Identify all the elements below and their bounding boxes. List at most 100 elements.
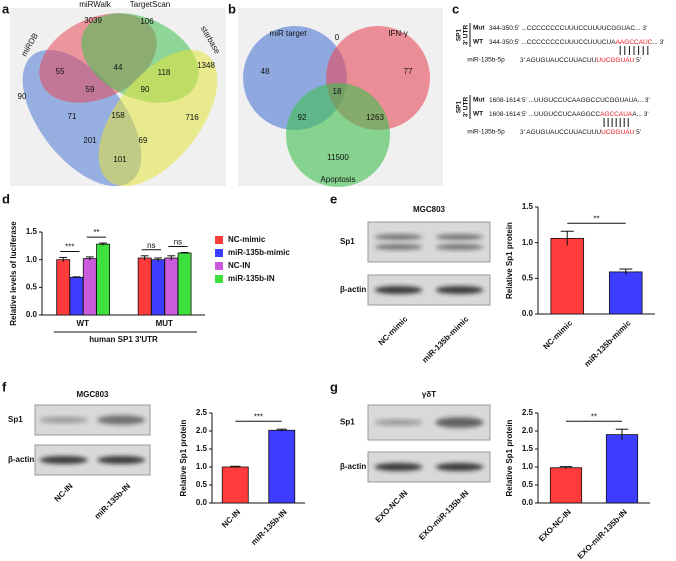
venn-count: 69 xyxy=(139,136,148,145)
seq-tag: miR-135b-5p xyxy=(467,129,505,136)
venn-count: 77 xyxy=(404,67,413,76)
seq-part: 5' xyxy=(634,57,641,64)
blot-band xyxy=(39,417,88,423)
y-axis-label: Relative Sp1 protein xyxy=(505,419,514,496)
y-tick-label: 0.5 xyxy=(196,480,208,489)
seq-part: ...UUGUCCUCAAGGCC xyxy=(529,111,601,118)
venn-set-label: IFN-γ xyxy=(388,29,408,38)
blot-title: MGC803 xyxy=(76,390,109,399)
y-tick-label: 1.0 xyxy=(26,255,38,264)
y-tick-label: 2.0 xyxy=(196,426,208,435)
bar xyxy=(608,271,643,315)
seq-position: 1608-1614:5' xyxy=(489,97,527,104)
blot-row-label: β-actin xyxy=(340,462,366,471)
seq-part: A... 3' xyxy=(632,111,648,118)
x-tick-label: NC-IN xyxy=(220,507,242,529)
blot-band xyxy=(435,286,484,294)
venn-count: 44 xyxy=(114,63,123,72)
seq-part: ...CCCCCCCCUUUCCUUUUCGGUAC... 3' xyxy=(521,25,647,32)
side-label: SP1 xyxy=(456,28,463,41)
blot-row-label: Sp1 xyxy=(340,418,355,427)
venn-count: 3039 xyxy=(84,16,102,25)
x-tick-label: EXO-NC-IN xyxy=(537,507,573,543)
seq-part: 5' xyxy=(634,129,641,136)
y-tick-label: 0.0 xyxy=(196,498,208,507)
x-tick-label: WT xyxy=(77,319,90,328)
sequence: 1608-1614:5' ...UUGUCCUCAAGGCCUCGGUAUA..… xyxy=(489,97,650,104)
blot-band xyxy=(97,415,146,425)
seq-part: AGCCAUA xyxy=(600,111,633,118)
legend-swatch xyxy=(215,275,223,283)
venn-count: 1263 xyxy=(366,113,384,122)
bar xyxy=(151,259,165,316)
lane-label: NC-mimic xyxy=(377,314,410,347)
venn-count: 48 xyxy=(261,67,270,76)
bar xyxy=(82,258,97,316)
x-tick-label: miR-135b-IN xyxy=(249,507,289,547)
side-label: SP1 xyxy=(456,100,463,113)
blot-band xyxy=(435,417,484,428)
blot-band xyxy=(374,244,423,250)
sig-label: ns xyxy=(174,238,182,247)
blot-band xyxy=(435,244,484,250)
venn-set-label: TargetScan xyxy=(130,0,170,9)
y-tick-label: 2.5 xyxy=(196,408,208,417)
seq-part: ... 3' xyxy=(652,39,664,46)
x-tick-label: MUT xyxy=(156,319,173,328)
x-tick-label: miR-135b-mimic xyxy=(583,318,633,368)
legend-label: NC-IN xyxy=(228,261,250,270)
sequence: 344-350:5' ...CCCCCCCCUUUCCUUUCUAAAGCCAU… xyxy=(489,39,665,46)
panel-label: g xyxy=(330,379,338,394)
seq-position: 344-350:5' xyxy=(489,39,520,46)
lane-label: miR-135b-IN xyxy=(93,481,133,521)
y-axis-label: Relative Sp1 protein xyxy=(179,419,188,496)
seq-part: 3' AGUGUAUCCUUACUU xyxy=(520,57,597,64)
venn-count: 101 xyxy=(113,155,127,164)
y-tick-label: 0.0 xyxy=(522,498,534,507)
sig-label: ns xyxy=(147,241,155,250)
bar xyxy=(164,257,179,316)
seq-part: ...UUGUCCUCAAGGCCUCGGUAUA... 3' xyxy=(529,97,650,104)
venn-count: 18 xyxy=(333,87,342,96)
blot-row-label: β-actin xyxy=(340,285,366,294)
blot-panel xyxy=(367,221,491,263)
side-label: 3' UTR xyxy=(463,97,470,118)
blot-title: γδT xyxy=(422,390,436,399)
x-axis-label: human SP1 3'UTR xyxy=(89,335,158,344)
venn-count: 71 xyxy=(68,112,77,121)
sig-label: *** xyxy=(65,243,74,252)
legend-swatch xyxy=(215,236,223,244)
legend-label: miR-135b-mimic xyxy=(228,248,290,257)
y-axis-label: Relative levels of luciferase xyxy=(9,221,18,326)
blot-row-label: β-actin xyxy=(8,455,34,464)
seq-position: 344-350:5' xyxy=(489,25,520,32)
sig-label: ** xyxy=(93,228,99,237)
venn-count: 59 xyxy=(86,85,95,94)
y-tick-label: 0.0 xyxy=(26,310,38,319)
y-tick-label: 1.0 xyxy=(522,462,534,471)
sequence: 344-350:5' ...CCCCCCCCUUUCCUUUUCGGUAC...… xyxy=(489,25,647,32)
bar xyxy=(96,243,111,316)
seq-tag: Mut xyxy=(473,25,485,32)
sequence: 3' AGUGUAUCCUUACUUUUCGGUAU 5' xyxy=(520,57,641,64)
seq-part: 3' AGUGUAUCCUUACUUU xyxy=(520,129,601,136)
venn-count: 90 xyxy=(18,92,27,101)
panel-label: d xyxy=(2,191,10,206)
venn-count: 201 xyxy=(83,136,97,145)
bar xyxy=(605,434,639,504)
lane-label: EXO-NC-IN xyxy=(373,488,409,524)
blot-band xyxy=(39,456,88,464)
venn-count: 11500 xyxy=(327,153,349,162)
panel-label: c xyxy=(452,1,459,16)
panel-label: f xyxy=(2,379,7,394)
seq-part: UUCGGUAU xyxy=(596,57,634,64)
venn-count: 106 xyxy=(140,17,154,26)
panel-label: b xyxy=(228,1,236,16)
bar xyxy=(137,257,152,316)
sequence: 1608-1614:5' ...UUGUCCUCAAGGCCAGCCAUAA..… xyxy=(489,111,649,118)
y-tick-label: 1.5 xyxy=(26,227,38,236)
blot-band xyxy=(374,286,423,294)
y-tick-label: 1.0 xyxy=(196,462,208,471)
sig-label: *** xyxy=(254,412,263,421)
